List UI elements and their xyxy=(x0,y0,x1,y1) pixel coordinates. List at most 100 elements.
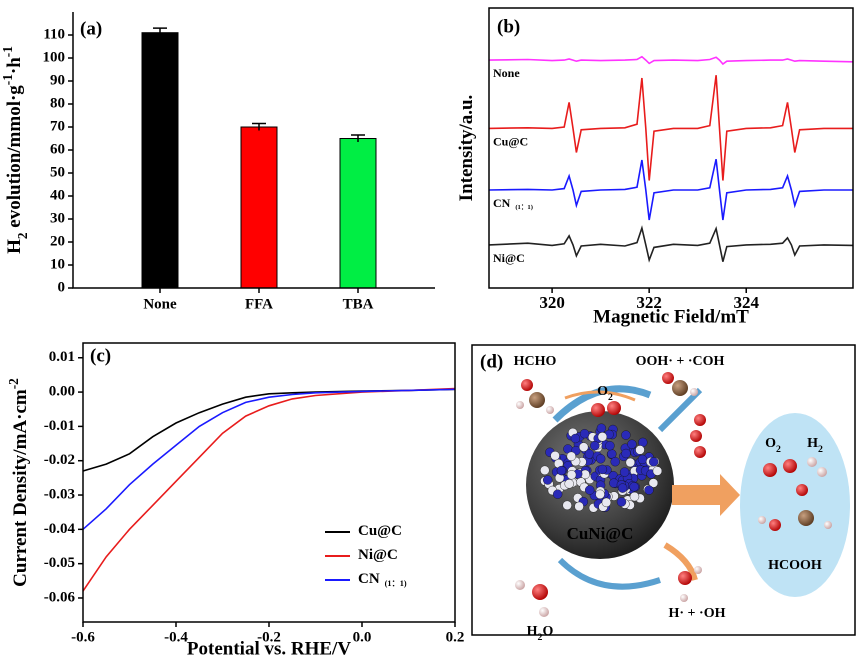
y-tick-label: 10 xyxy=(50,256,65,272)
atom xyxy=(590,441,599,450)
y-tick-label: 110 xyxy=(43,26,65,42)
atom xyxy=(630,482,639,491)
label-part: OOH· + ·COH xyxy=(636,354,725,369)
label-part: evolution/mmol·g xyxy=(4,85,25,233)
atom xyxy=(580,429,589,438)
y-tick-label: -0.06 xyxy=(44,589,76,605)
x-tick-label: TBA xyxy=(343,296,374,312)
atom xyxy=(557,466,566,475)
label-part: Ni@C xyxy=(493,251,525,265)
atom xyxy=(579,443,588,452)
atom xyxy=(626,458,635,467)
y-tick-label: 0.01 xyxy=(49,349,75,365)
y-tick-label: -0.05 xyxy=(44,555,75,571)
atom xyxy=(627,440,636,449)
label-part: -1 xyxy=(0,74,15,85)
atom xyxy=(567,452,576,461)
diagram-label: H2O xyxy=(527,624,554,643)
y-tick-label: 90 xyxy=(50,72,65,88)
label-part: 2 xyxy=(818,444,823,455)
label-part: Current Density/mA·cm xyxy=(10,389,31,587)
panel-label: (b) xyxy=(497,16,520,37)
atom xyxy=(567,470,576,479)
diagram-label: H· + ·OH xyxy=(669,606,726,621)
x-tick-label: None xyxy=(143,296,177,312)
y-tick-label: 40 xyxy=(50,187,65,203)
atom xyxy=(565,479,574,488)
panel-label: (c) xyxy=(90,345,111,366)
label-part: H· + ·OH xyxy=(669,606,726,621)
label-part: ·h xyxy=(4,57,25,74)
diagram-label: CuNi@C xyxy=(567,524,634,543)
panel-label: (a) xyxy=(80,18,102,39)
atom xyxy=(611,457,620,466)
label-part: HCOOH xyxy=(768,558,822,573)
label-part: H xyxy=(4,239,25,254)
series-label: Cu@C xyxy=(358,523,402,539)
y-tick-label: 50 xyxy=(50,164,65,180)
atom xyxy=(605,441,614,450)
series-label: None xyxy=(493,66,520,80)
atom xyxy=(602,498,611,507)
atom xyxy=(618,484,627,493)
atom xyxy=(551,451,560,460)
series-label: Ni@C xyxy=(493,251,525,265)
atom xyxy=(598,465,607,474)
label-part: CuNi@C xyxy=(567,524,634,543)
label-part: O xyxy=(542,624,553,639)
arrow xyxy=(560,560,660,587)
y-tick-label: 0.00 xyxy=(49,384,75,400)
x-tick-label: -0.4 xyxy=(164,629,188,645)
series-line xyxy=(83,389,455,471)
atom xyxy=(620,468,629,477)
label-part: Intensity/a.u. xyxy=(456,95,477,202)
y-tick-label: 100 xyxy=(43,49,66,65)
label-part: (1：1) xyxy=(385,579,407,588)
atom xyxy=(575,502,584,511)
y-tick-label: 80 xyxy=(50,95,65,111)
y-tick-label: 30 xyxy=(50,210,65,226)
x-tick-label: FFA xyxy=(245,296,273,312)
diagram-label: HCOOH xyxy=(768,558,822,573)
bar xyxy=(142,33,178,288)
series-line xyxy=(489,228,853,262)
x-tick-label: -0.6 xyxy=(71,629,95,645)
axis-frame xyxy=(489,8,853,288)
y-tick-label: 0 xyxy=(58,279,66,295)
series-line xyxy=(83,389,455,529)
atom xyxy=(617,497,626,506)
atom xyxy=(638,455,647,464)
atom xyxy=(543,476,552,485)
y-tick-label: 60 xyxy=(50,141,65,157)
atom xyxy=(621,431,630,440)
label-part: 2 xyxy=(608,392,613,403)
schematic xyxy=(515,372,850,617)
bar xyxy=(340,139,376,289)
label-part: Cu@C xyxy=(358,523,402,539)
label-part: Cu@C xyxy=(493,134,528,148)
y-tick-label: 70 xyxy=(50,118,65,134)
series-label: Cu@C xyxy=(493,134,528,148)
diagram-label: HCHO xyxy=(514,354,557,369)
atom xyxy=(598,432,607,441)
label-part: H xyxy=(807,436,818,451)
y-tick-label: -0.01 xyxy=(44,418,75,434)
atom xyxy=(653,467,662,476)
x-axis-label: Potential vs. RHE/V xyxy=(187,638,351,659)
atom xyxy=(540,466,549,475)
label-part: (1：1) xyxy=(515,204,533,211)
y-tick-label: 20 xyxy=(50,233,65,249)
atom xyxy=(596,490,605,499)
series-label: CN(1：1) xyxy=(358,571,407,588)
series-line xyxy=(489,57,853,64)
atom xyxy=(553,490,562,499)
atom xyxy=(571,434,580,443)
atom xyxy=(596,454,605,463)
series-label: Ni@C xyxy=(358,547,398,563)
label-part: HCHO xyxy=(514,354,557,369)
label-part: -1 xyxy=(0,46,15,57)
x-axis-label: Magnetic Field/mT xyxy=(593,306,749,327)
y-axis-label: H2 evolution/mmol·g-1·h-1 xyxy=(0,46,30,254)
label-part: -2 xyxy=(6,378,21,389)
x-tick-label: 0.0 xyxy=(353,629,372,645)
